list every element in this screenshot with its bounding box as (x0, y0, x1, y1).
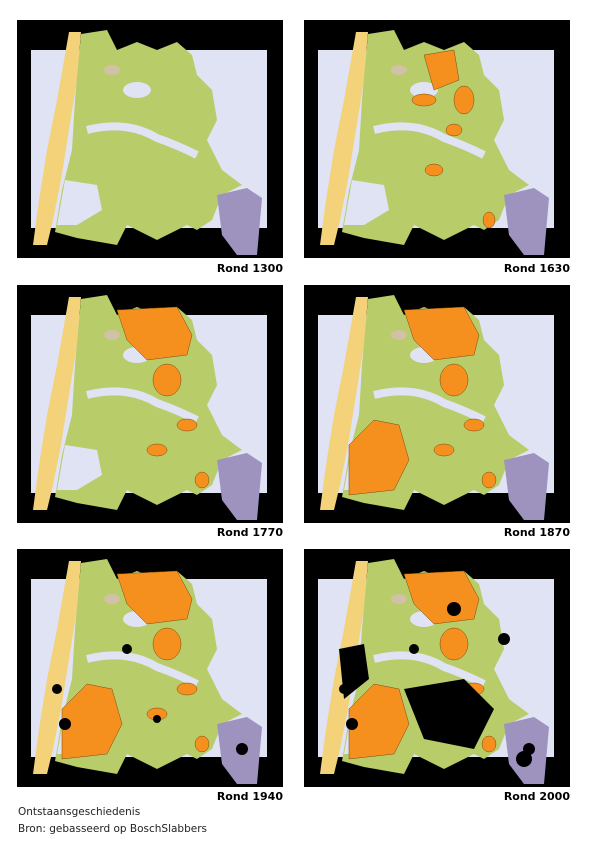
caption-source: Bron: gebasseerd op BoschSlabbers (18, 823, 208, 835)
panel-label: Rond 1770 (216, 526, 283, 539)
map-panel (17, 20, 283, 258)
panel-label: Rond 1870 (503, 526, 570, 539)
map-panel (304, 549, 570, 787)
map-panel (17, 285, 283, 523)
caption-title: Ontstaansgeschiedenis (18, 806, 141, 818)
map-panel (17, 549, 283, 787)
map-panel (304, 285, 570, 523)
panel-label: Rond 2000 (503, 790, 570, 803)
panel-label: Rond 1630 (503, 262, 570, 275)
map-panel (304, 20, 570, 258)
panel-label: Rond 1300 (216, 262, 283, 275)
panel-label: Rond 1940 (216, 790, 283, 803)
